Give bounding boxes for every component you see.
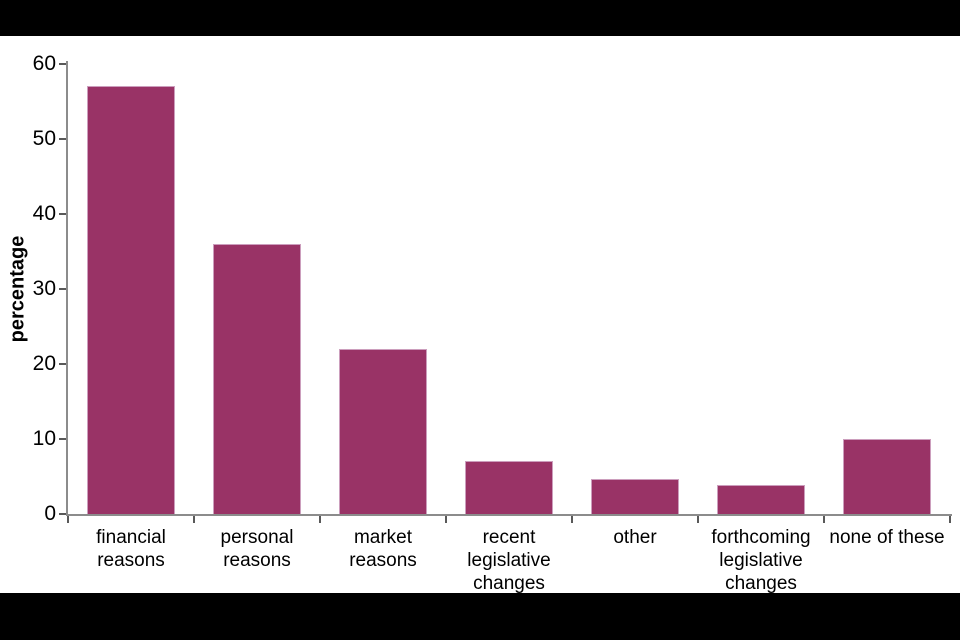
x-axis-line (66, 514, 952, 516)
bar (213, 244, 301, 514)
x-tick (67, 516, 69, 523)
x-tick (193, 516, 195, 523)
y-tick (59, 363, 66, 365)
x-tick (697, 516, 699, 523)
bar (465, 461, 553, 514)
category-label: recent legislative changes (467, 527, 551, 594)
category-label: personal reasons (220, 527, 294, 571)
chart-panel: percentage 0 10 20 30 40 50 60 financial reason… (0, 36, 960, 594)
y-tick (59, 288, 66, 290)
x-tick (823, 516, 825, 523)
y-tick (59, 513, 66, 515)
y-tick-label: 60 (32, 52, 56, 75)
plot-area: 0 10 20 30 40 50 60 financial reasons personal r… (0, 36, 960, 594)
y-tick-label: 40 (32, 202, 56, 225)
bar (591, 479, 679, 514)
category-label: forthcoming legislative changes (711, 527, 811, 594)
x-tick (949, 516, 951, 523)
category-label: other (613, 527, 657, 548)
y-tick (59, 438, 66, 440)
y-tick-label: 30 (32, 277, 56, 300)
x-tick (319, 516, 321, 523)
x-tick (445, 516, 447, 523)
x-tick (571, 516, 573, 523)
y-tick-label: 50 (32, 127, 56, 150)
y-axis-line (66, 61, 68, 516)
bar (717, 485, 805, 514)
bar (339, 349, 427, 514)
y-tick-label: 20 (32, 352, 56, 375)
y-tick-label: 0 (44, 502, 56, 525)
category-label: market reasons (349, 527, 417, 571)
y-tick-label: 10 (32, 427, 56, 450)
y-tick (59, 138, 66, 140)
bar (843, 439, 931, 514)
category-label: financial reasons (96, 527, 166, 571)
category-label: none of these (829, 527, 945, 548)
bar (87, 86, 175, 514)
y-tick (59, 63, 66, 65)
y-tick (59, 213, 66, 215)
